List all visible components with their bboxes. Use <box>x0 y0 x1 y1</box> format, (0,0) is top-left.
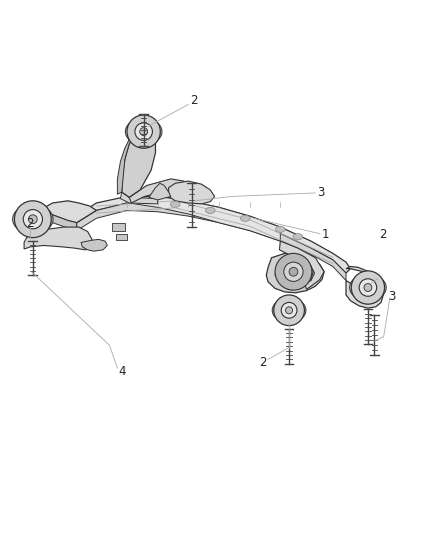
Polygon shape <box>117 138 134 194</box>
Circle shape <box>281 302 297 318</box>
Circle shape <box>28 215 37 223</box>
Circle shape <box>359 279 377 296</box>
Polygon shape <box>346 266 383 308</box>
Circle shape <box>274 295 304 326</box>
Circle shape <box>275 253 312 290</box>
Polygon shape <box>24 227 92 250</box>
Circle shape <box>127 115 160 148</box>
Circle shape <box>14 201 51 238</box>
Polygon shape <box>122 135 155 197</box>
Circle shape <box>351 271 385 304</box>
Polygon shape <box>77 197 350 273</box>
FancyBboxPatch shape <box>112 223 125 231</box>
Text: 2: 2 <box>26 217 34 230</box>
Text: 1: 1 <box>322 229 330 241</box>
Polygon shape <box>279 241 324 289</box>
Polygon shape <box>77 203 346 280</box>
Polygon shape <box>169 181 215 204</box>
Ellipse shape <box>170 201 180 207</box>
Circle shape <box>140 128 148 135</box>
Ellipse shape <box>350 274 386 301</box>
Polygon shape <box>26 215 77 237</box>
Polygon shape <box>120 192 158 204</box>
Polygon shape <box>149 183 171 200</box>
Circle shape <box>364 284 372 292</box>
Ellipse shape <box>276 226 285 232</box>
Text: 3: 3 <box>317 187 324 199</box>
Ellipse shape <box>272 298 306 322</box>
FancyBboxPatch shape <box>116 233 127 240</box>
Circle shape <box>286 307 293 314</box>
Text: 2: 2 <box>190 94 198 108</box>
Polygon shape <box>129 197 280 241</box>
Text: 2: 2 <box>259 357 267 369</box>
Ellipse shape <box>205 207 215 214</box>
Text: 2: 2 <box>379 229 387 241</box>
Polygon shape <box>266 253 324 293</box>
Ellipse shape <box>125 118 162 145</box>
Circle shape <box>284 262 303 281</box>
Polygon shape <box>26 201 96 229</box>
Ellipse shape <box>293 233 303 240</box>
Ellipse shape <box>240 215 250 221</box>
Polygon shape <box>275 258 313 285</box>
Ellipse shape <box>13 205 53 234</box>
Text: 3: 3 <box>389 290 396 303</box>
Polygon shape <box>81 239 107 251</box>
Text: 4: 4 <box>118 365 126 378</box>
Circle shape <box>289 268 298 276</box>
Circle shape <box>135 123 152 140</box>
Circle shape <box>23 209 42 229</box>
Polygon shape <box>129 179 188 203</box>
